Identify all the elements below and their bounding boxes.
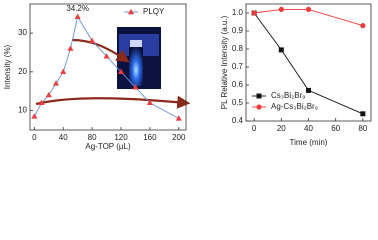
- arrow: [71, 38, 130, 63]
- annotation: 34.2%: [66, 4, 89, 13]
- x-tick-label: 40: [59, 133, 68, 142]
- legend-label: Ag-Cs₃Bi₂Br₉: [271, 102, 318, 111]
- x-tick-label: 160: [143, 133, 157, 142]
- marker: [128, 8, 134, 15]
- y-tick-label: 0.4: [232, 116, 244, 125]
- series-line: [254, 8, 363, 27]
- x-tick-label: 0: [252, 124, 257, 133]
- marker: [306, 87, 311, 93]
- x-tick-label: 0: [32, 133, 37, 142]
- legend-label: PLQY: [143, 7, 165, 16]
- marker: [305, 6, 312, 12]
- y-tick-label: 0.7: [232, 62, 244, 71]
- y-tick-label: 30: [18, 28, 27, 37]
- marker: [53, 80, 59, 86]
- marker: [360, 23, 366, 29]
- marker: [74, 13, 81, 19]
- marker: [146, 99, 153, 106]
- marker: [256, 104, 262, 110]
- y-tick-label: 0.9: [232, 26, 244, 35]
- marker: [118, 68, 124, 75]
- x-tick-label: 60: [331, 124, 340, 133]
- marker: [103, 53, 110, 59]
- x-tick-label: 40: [304, 124, 313, 133]
- marker: [175, 115, 182, 121]
- marker: [256, 93, 262, 99]
- marker: [132, 84, 139, 90]
- x-tick-label: 20: [277, 124, 286, 133]
- marker: [60, 68, 67, 75]
- y-tick-label: 20: [18, 67, 27, 76]
- y-tick-label: 0.8: [232, 44, 244, 53]
- y-tick-label: 0.5: [232, 98, 244, 107]
- x-tick-label: 120: [114, 133, 128, 142]
- marker: [45, 91, 52, 98]
- marker: [31, 113, 38, 119]
- plot-frame: [29, 3, 187, 131]
- y-tick-label: 1.0: [232, 8, 244, 17]
- marker: [89, 37, 96, 44]
- y-axis-label: PL Relative Intensity (a.u.): [220, 15, 229, 109]
- y-tick-label: 0.6: [232, 80, 244, 89]
- marker: [251, 10, 257, 16]
- legend-label: Cs₃Bi₂Br₉: [271, 91, 305, 100]
- x-tick-label: 200: [172, 133, 186, 142]
- series-line: [253, 12, 364, 115]
- marker: [38, 99, 45, 106]
- marker: [278, 47, 284, 53]
- x-tick-label: 80: [88, 133, 97, 142]
- marker: [67, 45, 74, 51]
- arrow: [35, 95, 191, 109]
- y-axis-label: Intensity (%): [3, 44, 12, 89]
- x-tick-label: 80: [358, 124, 367, 133]
- marker: [360, 111, 366, 117]
- marker: [278, 6, 284, 12]
- x-axis-label: Ag-TOP (μL): [85, 142, 131, 151]
- x-axis-label: Time (min): [290, 138, 328, 147]
- y-tick-label: 10: [18, 106, 27, 115]
